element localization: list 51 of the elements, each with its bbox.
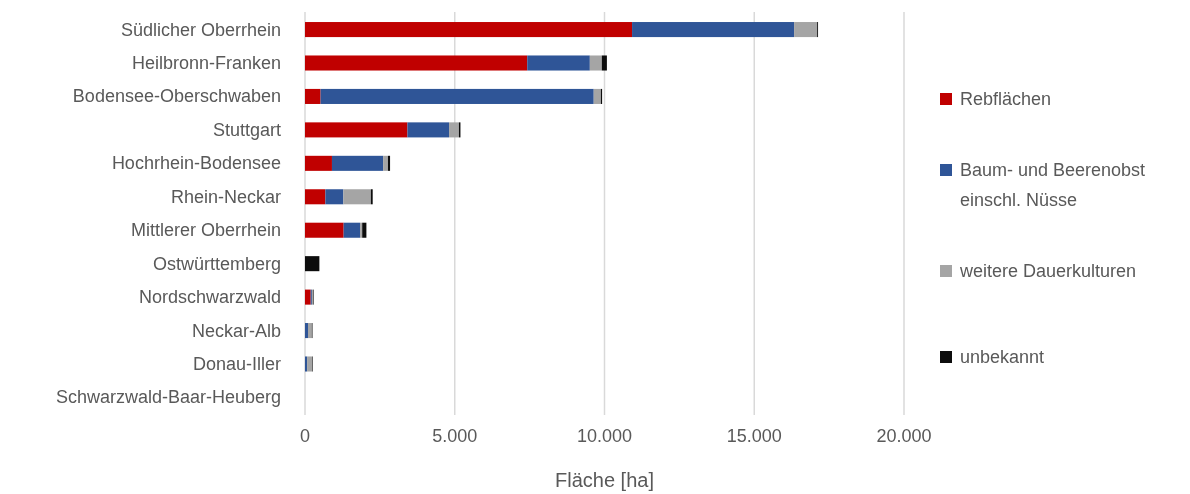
bar — [593, 88, 601, 104]
x-tick-label: 5.000 — [432, 426, 478, 446]
y-tick-label: Nordschwarzwald — [138, 287, 281, 308]
y-tick-label: Hochrhein-Bodensee — [111, 153, 281, 174]
bar — [305, 356, 308, 372]
y-tick-label: Donau-Iller — [192, 354, 281, 374]
legend-label: Baum- und Beerenobst einschl. Nüsse — [960, 160, 1146, 210]
bar — [360, 222, 363, 238]
y-tick-label: Neckar-Alb — [191, 320, 281, 341]
y-tick-label: Ostwürttemberg — [152, 253, 281, 274]
y-tick-label: Heilbronn-Franken — [131, 53, 281, 73]
bar — [449, 122, 459, 138]
y-tick-label: Mittlerer Oberrhein — [130, 220, 281, 241]
bar — [305, 22, 633, 38]
bar — [383, 155, 388, 171]
bar — [589, 55, 602, 71]
bar — [305, 323, 308, 339]
y-tick-label: Südlicher Oberrhein — [120, 19, 281, 40]
bar — [320, 88, 594, 104]
y-tick-label: Stuttgart — [212, 119, 281, 140]
bar — [343, 222, 361, 238]
y-tick-label: Bodensee-Oberschwaben — [72, 86, 281, 107]
bar — [305, 55, 528, 71]
bar — [305, 155, 332, 171]
legend-label: Rebflächen — [960, 89, 1052, 109]
bar — [632, 22, 795, 38]
legend-label: weitere Dauerkulturen — [959, 261, 1137, 281]
bar — [305, 122, 408, 138]
y-tick-label: Rhein-Neckar — [170, 186, 281, 207]
x-tick-label: 20.000 — [876, 426, 932, 446]
x-tick-label: 15.000 — [726, 426, 782, 446]
x-tick-label: 10.000 — [576, 426, 633, 446]
bar — [305, 88, 321, 104]
bar — [601, 55, 607, 71]
bar — [331, 155, 384, 171]
bar — [305, 189, 326, 205]
bar — [305, 256, 320, 272]
bar — [387, 155, 391, 171]
x-axis-title: Fläche [ha] — [555, 469, 654, 491]
legend-label: unbekannt — [960, 347, 1045, 367]
bar — [527, 55, 590, 71]
bar — [305, 222, 344, 238]
y-tick-label: Schwarzwald-Baar-Heuberg — [55, 387, 281, 408]
bar — [307, 356, 313, 372]
bar — [794, 22, 818, 38]
bar — [325, 189, 344, 205]
bar — [407, 122, 450, 138]
bar — [343, 189, 371, 205]
x-tick-label: 0 — [299, 426, 311, 446]
bar — [305, 289, 311, 305]
bar — [362, 222, 367, 238]
